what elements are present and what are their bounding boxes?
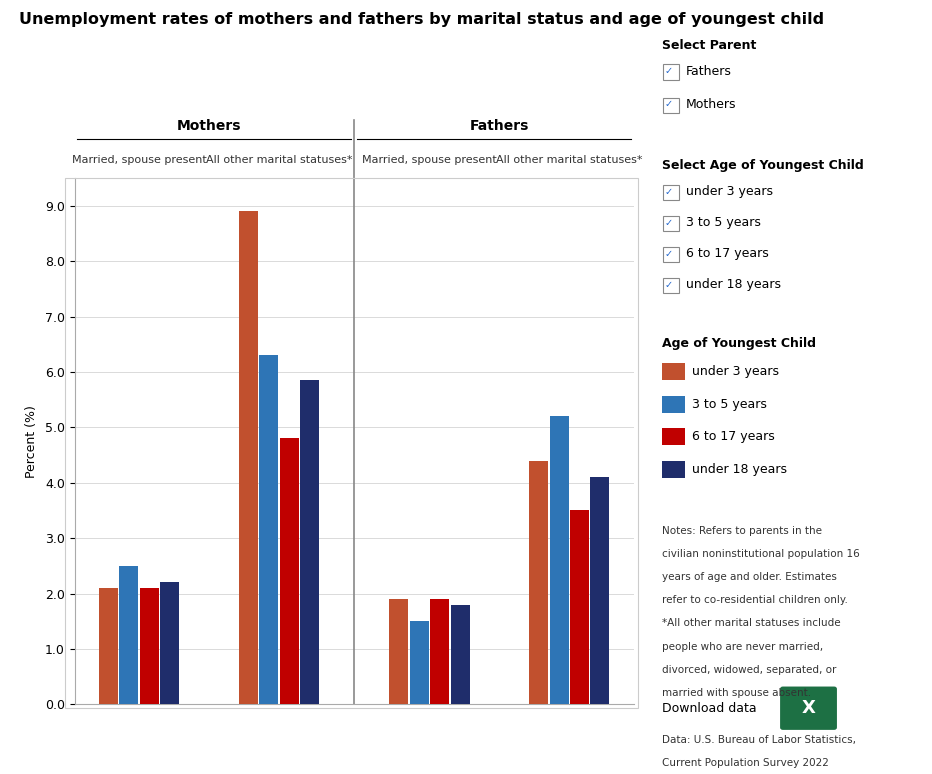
Text: Select Parent: Select Parent bbox=[662, 39, 756, 52]
Text: Download data: Download data bbox=[662, 702, 757, 714]
Bar bbox=[259, 355, 278, 704]
Bar bbox=[529, 461, 548, 704]
Text: married with spouse absent.: married with spouse absent. bbox=[662, 688, 811, 698]
Text: All other marital statuses*: All other marital statuses* bbox=[496, 155, 642, 165]
Bar bbox=[300, 380, 319, 704]
Bar bbox=[390, 599, 408, 704]
Text: civilian noninstitutional population 16: civilian noninstitutional population 16 bbox=[662, 549, 859, 559]
Bar bbox=[99, 588, 118, 704]
Text: 3 to 5 years: 3 to 5 years bbox=[692, 398, 766, 410]
Text: Fathers: Fathers bbox=[686, 65, 732, 77]
Text: 6 to 17 years: 6 to 17 years bbox=[692, 430, 774, 443]
Bar bbox=[160, 583, 179, 704]
Text: ✓: ✓ bbox=[665, 67, 673, 76]
Text: Age of Youngest Child: Age of Youngest Child bbox=[662, 337, 816, 351]
Text: Select Age of Youngest Child: Select Age of Youngest Child bbox=[662, 159, 863, 173]
Text: refer to co-residential children only.: refer to co-residential children only. bbox=[662, 595, 847, 605]
Text: All other marital statuses*: All other marital statuses* bbox=[206, 155, 352, 165]
Bar bbox=[570, 510, 589, 704]
Bar bbox=[590, 478, 610, 704]
Text: Mothers: Mothers bbox=[177, 119, 241, 133]
Text: divorced, widowed, separated, or: divorced, widowed, separated, or bbox=[662, 665, 836, 675]
Text: 3 to 5 years: 3 to 5 years bbox=[686, 217, 761, 229]
Text: ✓: ✓ bbox=[665, 280, 673, 289]
Text: ✓: ✓ bbox=[665, 218, 673, 228]
Text: Married, spouse present: Married, spouse present bbox=[72, 155, 207, 165]
Text: under 3 years: under 3 years bbox=[686, 186, 773, 198]
Text: ✓: ✓ bbox=[665, 249, 673, 259]
Text: *All other marital statuses include: *All other marital statuses include bbox=[662, 618, 841, 628]
Bar bbox=[431, 599, 449, 704]
Text: under 18 years: under 18 years bbox=[692, 463, 787, 475]
Bar bbox=[239, 211, 258, 704]
Text: Notes: Refers to parents in the: Notes: Refers to parents in the bbox=[662, 526, 822, 536]
Text: ✓: ✓ bbox=[665, 100, 673, 109]
Bar bbox=[119, 566, 138, 704]
Text: Fathers: Fathers bbox=[470, 119, 529, 133]
Y-axis label: Percent (%): Percent (%) bbox=[25, 405, 38, 478]
Bar bbox=[410, 622, 429, 704]
Text: Current Population Survey 2022: Current Population Survey 2022 bbox=[662, 758, 829, 768]
Text: under 18 years: under 18 years bbox=[686, 279, 781, 291]
Text: people who are never married,: people who are never married, bbox=[662, 642, 823, 652]
Text: X: X bbox=[802, 699, 816, 717]
Text: Data: U.S. Bureau of Labor Statistics,: Data: U.S. Bureau of Labor Statistics, bbox=[662, 735, 856, 745]
Text: under 3 years: under 3 years bbox=[692, 365, 778, 378]
Bar bbox=[280, 438, 298, 704]
Text: Unemployment rates of mothers and fathers by marital status and age of youngest : Unemployment rates of mothers and father… bbox=[19, 12, 824, 26]
Text: ✓: ✓ bbox=[665, 187, 673, 197]
Text: years of age and older. Estimates: years of age and older. Estimates bbox=[662, 572, 837, 582]
Text: 6 to 17 years: 6 to 17 years bbox=[686, 248, 769, 260]
Text: Mothers: Mothers bbox=[686, 98, 736, 111]
Bar bbox=[140, 588, 158, 704]
Bar bbox=[550, 416, 569, 704]
Bar bbox=[450, 604, 470, 704]
Text: Married, spouse present: Married, spouse present bbox=[362, 155, 497, 165]
